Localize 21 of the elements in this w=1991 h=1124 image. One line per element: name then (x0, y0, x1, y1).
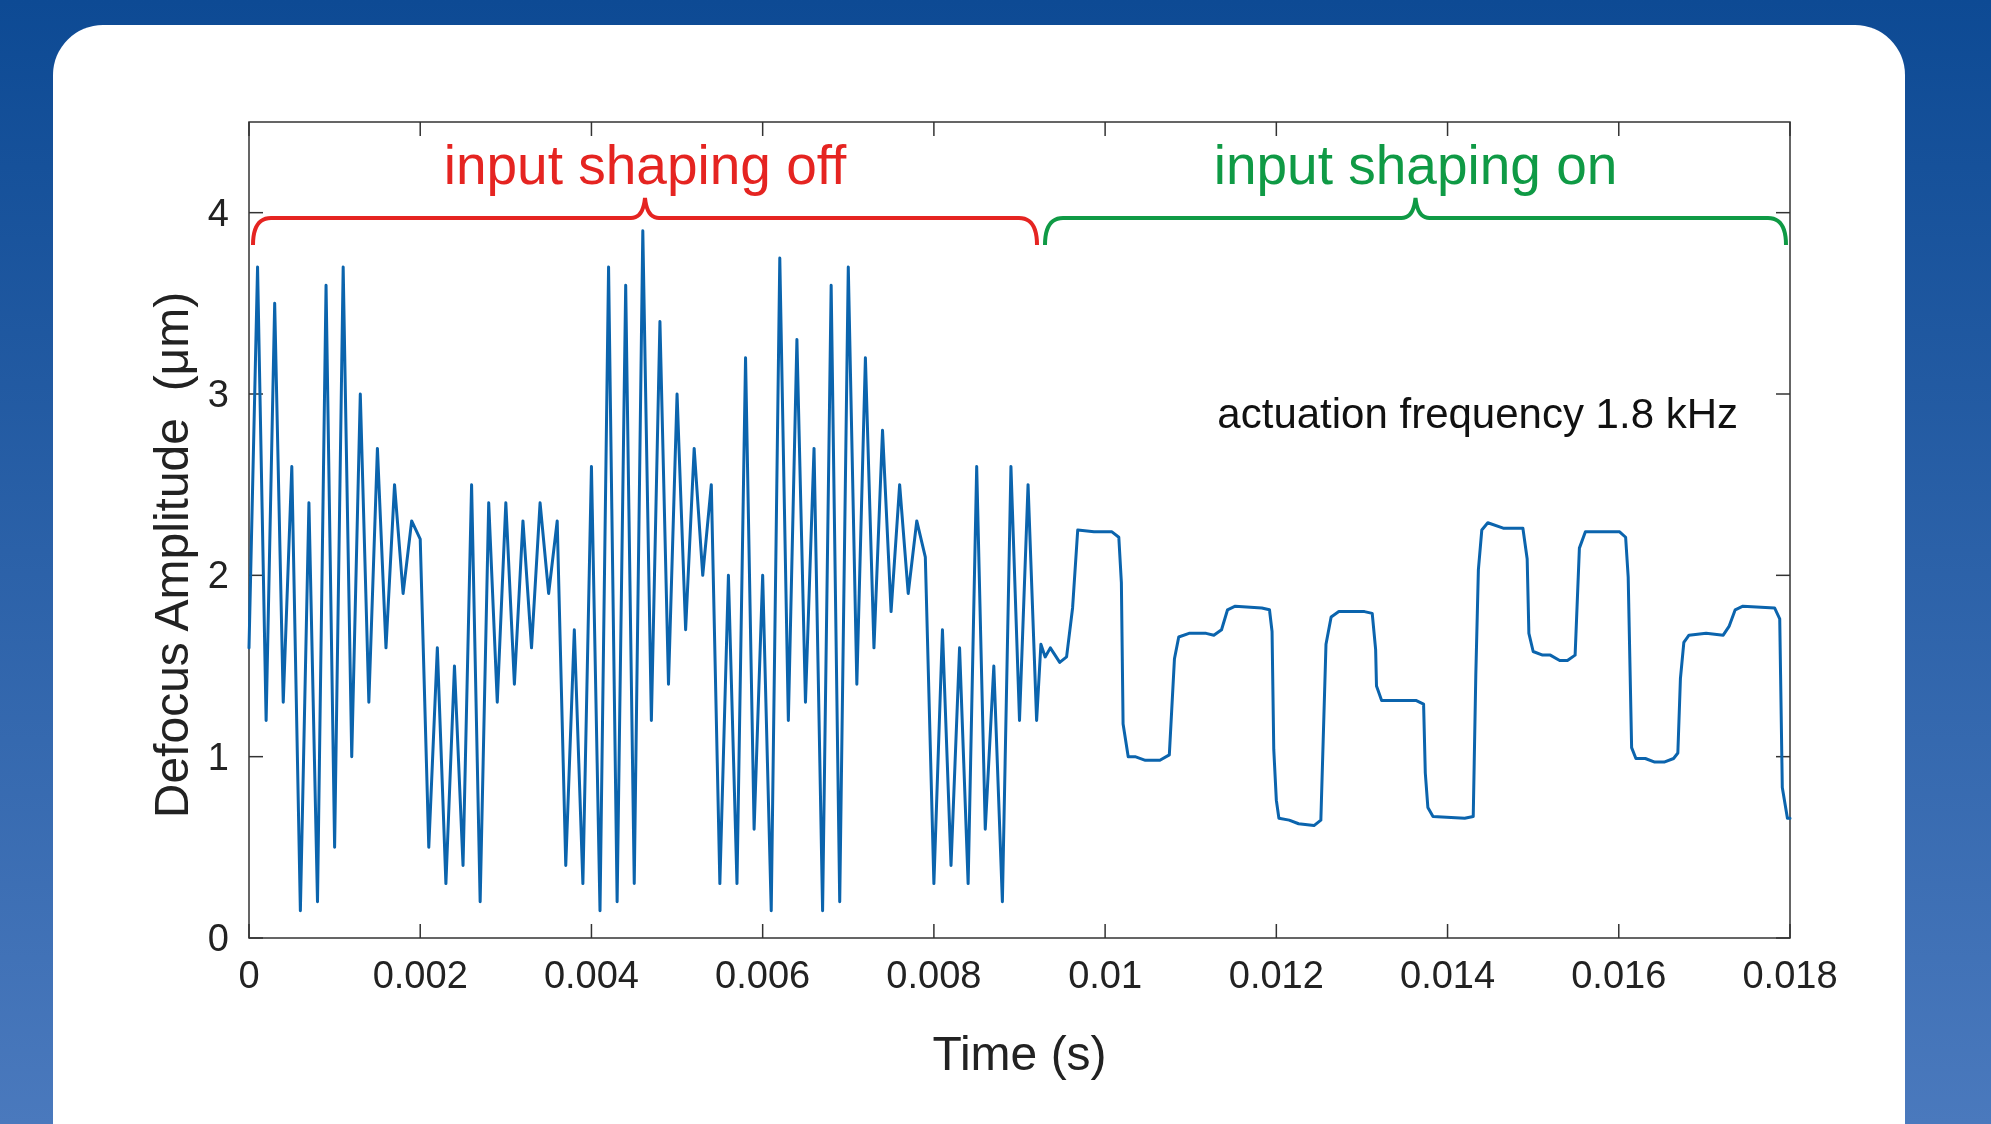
y-tick-label: 3 (207, 373, 229, 415)
annotation: input shaping on (1213, 134, 1618, 196)
annotation: actuation frequency 1.8 kHz (1217, 390, 1738, 437)
annotation: input shaping off (443, 134, 848, 196)
x-tick-label: 0.002 (372, 954, 468, 996)
y-tick-label: 4 (207, 191, 229, 234)
y-tick-label: 1 (207, 735, 229, 778)
y-tick-label: 2 (207, 554, 229, 597)
x-tick-label: 0.004 (543, 954, 639, 996)
y-tick-label: 0 (207, 917, 229, 959)
x-tick-label: 0.006 (715, 954, 811, 996)
y-axis-title: Defocus Amplitude (μm) (145, 291, 198, 819)
x-tick-label: 0 (238, 954, 260, 996)
x-tick-label: 0.01 (1068, 954, 1143, 996)
x-axis-title: Time (s) (932, 1027, 1107, 1080)
x-tick-label: 0.018 (1742, 954, 1838, 996)
x-tick-label: 0.012 (1228, 954, 1324, 996)
x-tick-label: 0.016 (1571, 954, 1667, 996)
x-tick-label: 0.008 (886, 954, 982, 996)
line-series (247, 229, 1792, 913)
x-tick-label: 0.014 (1400, 954, 1496, 996)
